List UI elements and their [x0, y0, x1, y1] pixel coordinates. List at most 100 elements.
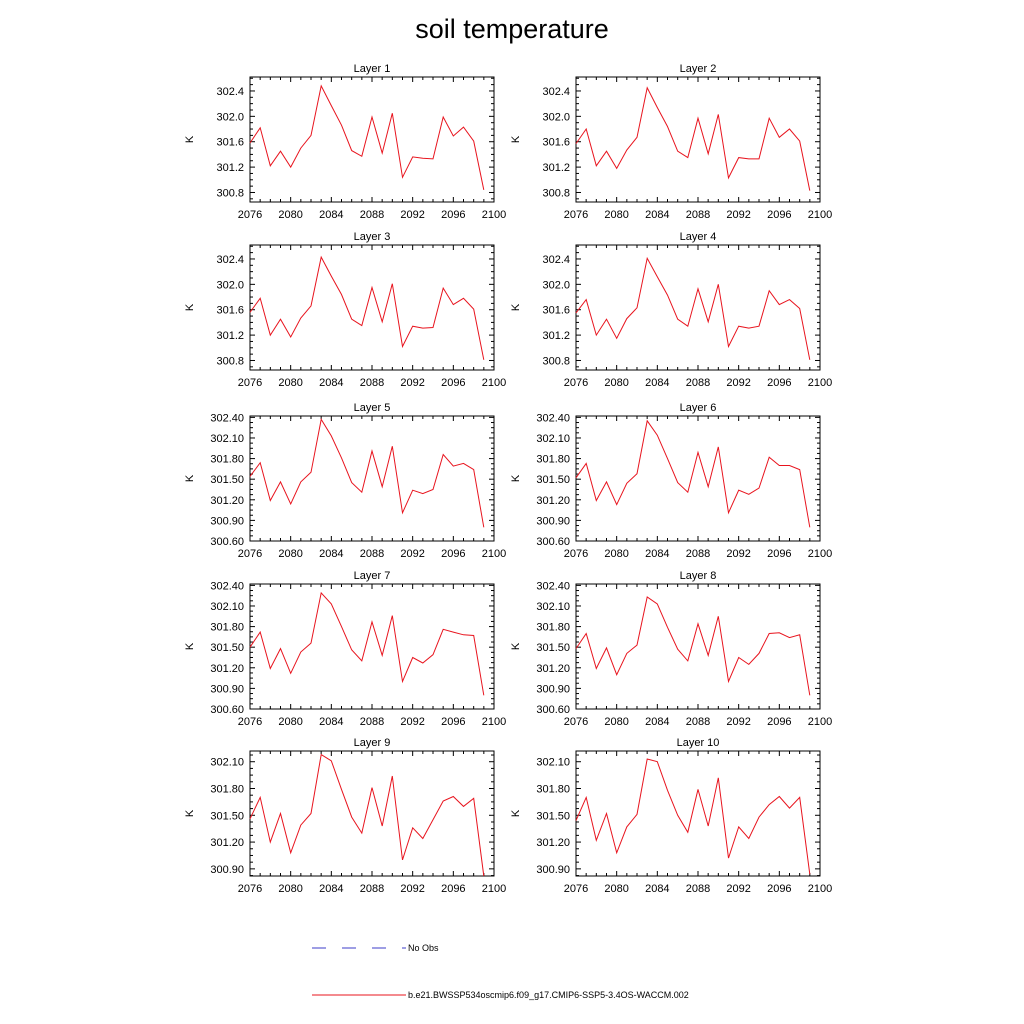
y-tick-label: 301.6 [542, 137, 570, 149]
series-line [575, 596, 811, 696]
y-tick-label: 301.80 [210, 454, 244, 466]
y-tick-label: 300.60 [536, 704, 570, 716]
x-tick-label: 2084 [645, 377, 669, 389]
x-tick-label: 2092 [400, 548, 424, 560]
x-tick-label: 2096 [441, 548, 465, 560]
x-tick-label: 2084 [645, 883, 669, 895]
y-tick-label: 301.80 [536, 784, 570, 796]
legend-label-no-obs: No Obs [408, 943, 439, 953]
x-tick-label: 2088 [360, 883, 384, 895]
chart-panel-3: Layer 3 K 2076 2080 2084 2088 2092 2096 2100 300.… [184, 231, 506, 389]
x-tick-label: 2088 [360, 377, 384, 389]
x-tick-label: 2092 [726, 716, 750, 728]
y-tick-label: 302.10 [210, 601, 244, 613]
y-tick-label: 301.20 [536, 837, 570, 849]
y-tick-label: 301.80 [536, 622, 570, 634]
y-axis-label: K [510, 303, 522, 311]
y-tick-label: 301.2 [542, 330, 570, 342]
x-tick-label: 2084 [319, 548, 343, 560]
x-tick-label: 2100 [482, 716, 506, 728]
plot-frame [575, 750, 821, 877]
y-tick-label: 300.60 [210, 704, 244, 716]
y-tick-label: 301.20 [536, 663, 570, 675]
y-tick-label: 302.0 [216, 279, 244, 291]
x-tick-label: 2076 [564, 377, 588, 389]
plot-frame [575, 583, 821, 710]
x-tick-label: 2088 [686, 548, 710, 560]
y-tick-label: 300.8 [542, 187, 570, 199]
y-tick-label: 302.40 [536, 580, 570, 592]
x-tick-label: 2076 [564, 548, 588, 560]
x-tick-label: 2088 [686, 716, 710, 728]
chart-panel-4: Layer 4 K 2076 2080 2084 2088 2092 2096 2100 300.… [510, 231, 832, 389]
legend-label-model: b.e21.BWSSP534oscmip6.f09_g17.CMIP6-SSP5… [408, 990, 689, 1000]
y-tick-label: 302.40 [210, 412, 244, 424]
y-tick-label: 301.50 [210, 474, 244, 486]
y-tick-label: 302.4 [216, 254, 244, 266]
x-tick-label: 2076 [238, 548, 262, 560]
y-tick-label: 302.0 [216, 111, 244, 123]
x-tick-label: 2080 [604, 716, 628, 728]
x-tick-label: 2088 [686, 883, 710, 895]
panel-title: Layer 5 [354, 402, 391, 414]
chart-panel-2: Layer 2 K 2076 2080 2084 2088 2092 2096 2100 300.… [510, 63, 832, 221]
x-tick-label: 2088 [360, 209, 384, 221]
x-tick-label: 2084 [645, 716, 669, 728]
chart-panel-7: Layer 7 K 2076 2080 2084 2088 2092 2096 2100 300.… [184, 570, 506, 728]
legend-swatch-model [312, 994, 406, 996]
x-tick-label: 2076 [564, 883, 588, 895]
x-tick-label: 2088 [686, 209, 710, 221]
y-tick-label: 301.20 [210, 495, 244, 507]
y-tick-label: 301.50 [536, 474, 570, 486]
panel-title: Layer 2 [680, 63, 717, 75]
series-line [249, 84, 485, 191]
x-tick-label: 2080 [604, 548, 628, 560]
x-tick-label: 2084 [319, 716, 343, 728]
plot-frame [249, 415, 495, 542]
x-tick-label: 2096 [441, 377, 465, 389]
y-tick-label: 301.50 [210, 810, 244, 822]
y-tick-label: 302.10 [210, 433, 244, 445]
y-tick-label: 300.90 [536, 864, 570, 876]
series-line [249, 255, 485, 360]
x-tick-label: 2092 [726, 209, 750, 221]
x-tick-label: 2084 [645, 548, 669, 560]
x-tick-label: 2084 [319, 883, 343, 895]
y-tick-label: 300.8 [216, 355, 244, 367]
panel-title: Layer 3 [354, 231, 391, 243]
series-line [249, 418, 485, 528]
plot-frame [249, 244, 495, 371]
x-tick-label: 2100 [482, 377, 506, 389]
y-tick-label: 301.2 [542, 162, 570, 174]
x-tick-label: 2088 [360, 716, 384, 728]
x-tick-label: 2080 [278, 377, 302, 389]
x-tick-label: 2096 [441, 716, 465, 728]
y-tick-label: 301.6 [216, 305, 244, 317]
x-tick-label: 2084 [319, 377, 343, 389]
series-line [575, 256, 811, 360]
y-tick-label: 301.20 [210, 663, 244, 675]
x-tick-label: 2088 [686, 377, 710, 389]
x-tick-label: 2080 [604, 377, 628, 389]
y-tick-label: 302.10 [210, 757, 244, 769]
x-tick-label: 2092 [726, 883, 750, 895]
x-tick-label: 2080 [604, 883, 628, 895]
legend-swatch-no-obs [312, 947, 406, 949]
series-line [249, 591, 485, 696]
chart-panel-6: Layer 6 K 2076 2080 2084 2088 2092 2096 2100 300.… [510, 402, 832, 560]
x-tick-label: 2080 [604, 209, 628, 221]
panel-title: Layer 10 [677, 737, 720, 749]
x-tick-label: 2092 [400, 883, 424, 895]
series-line [249, 753, 485, 877]
y-tick-label: 300.90 [536, 515, 570, 527]
plot-frame [249, 750, 495, 877]
y-tick-label: 301.6 [216, 137, 244, 149]
y-tick-label: 301.6 [542, 305, 570, 317]
plot-frame [249, 76, 495, 203]
y-tick-label: 301.50 [536, 642, 570, 654]
x-tick-label: 2076 [238, 209, 262, 221]
y-tick-label: 301.2 [216, 162, 244, 174]
plot-frame [575, 415, 821, 542]
x-tick-label: 2092 [726, 377, 750, 389]
